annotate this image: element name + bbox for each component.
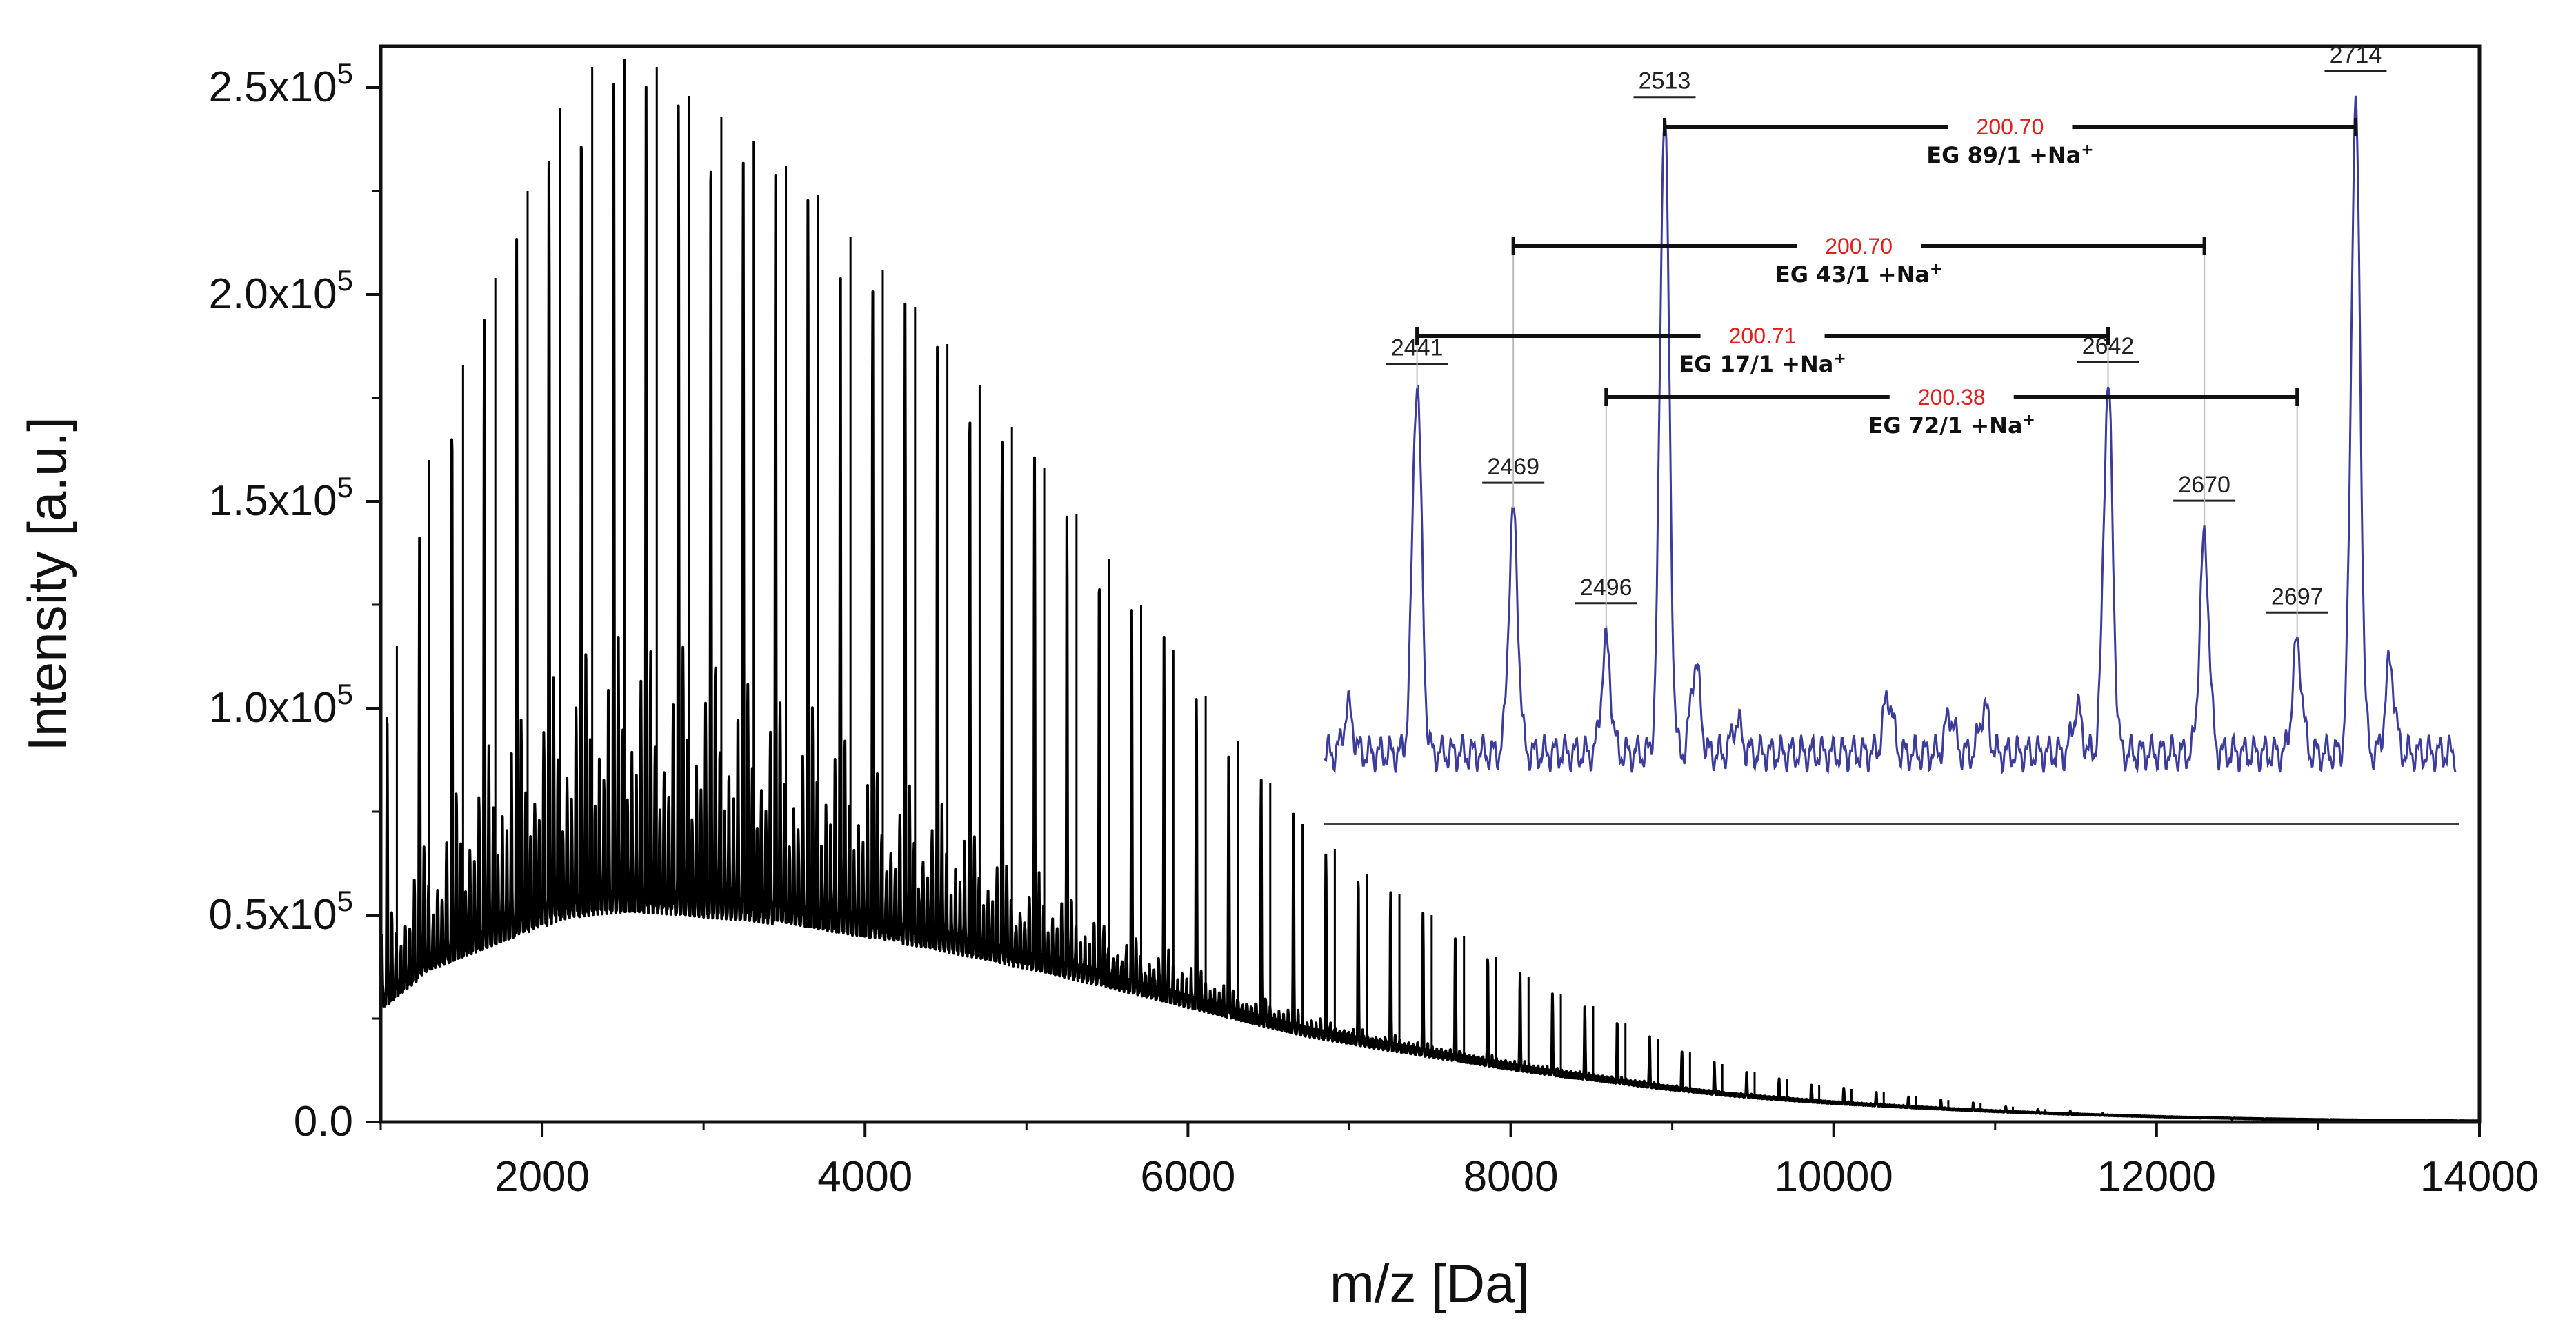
plot-frame bbox=[379, 44, 2482, 1124]
x-tick-label: 12000 bbox=[2097, 1153, 2216, 1201]
y-tick-label: 1.0x105 bbox=[208, 678, 353, 732]
y-tick-label: 2.5x105 bbox=[208, 57, 353, 111]
y-axis-title: Intensity [a.u.] bbox=[17, 417, 77, 752]
assignment-mass-diff: 200.38 bbox=[1918, 385, 1986, 410]
assignment-series-label: EG 43/1 +Na+ bbox=[1775, 261, 1943, 288]
x-axis: 2000 4000 6000 8000 10000 12000 14000 bbox=[379, 1122, 2539, 1201]
main-spectrum bbox=[379, 59, 2481, 1123]
y-tick-label: 2.0x105 bbox=[208, 264, 353, 318]
assignment-series-label: EG 89/1 +Na+ bbox=[1926, 141, 2094, 168]
y-tick-label: 0.5x105 bbox=[208, 885, 353, 939]
inset-trace bbox=[1323, 95, 2457, 775]
inset-peak-label: 2714 bbox=[2330, 42, 2382, 68]
assignment-series-label: EG 17/1 +Na+ bbox=[1679, 350, 1846, 377]
inset-peak-label: 2513 bbox=[1639, 68, 1691, 94]
x-tick-label: 14000 bbox=[2420, 1153, 2539, 1201]
x-tick-label: 2000 bbox=[495, 1153, 590, 1201]
x-axis-title: m/z [Da] bbox=[1330, 1253, 1530, 1314]
inset-zoom: 24412469249625132642267026972714200.70EG… bbox=[1323, 42, 2459, 825]
assignment-mass-diff: 200.70 bbox=[1977, 114, 2044, 139]
y-axis: 0.0 0.5x105 1.0x105 1.5x105 2.0x105 2.5x105 bbox=[208, 57, 381, 1145]
x-tick-label: 4000 bbox=[817, 1153, 912, 1201]
x-tick-label: 6000 bbox=[1140, 1153, 1235, 1201]
assignment-mass-diff: 200.70 bbox=[1825, 234, 1893, 259]
assignment-series-label: EG 72/1 +Na+ bbox=[1868, 412, 2035, 439]
spectrum-trace bbox=[379, 83, 2481, 1123]
y-tick-label: 1.5x105 bbox=[208, 471, 353, 525]
assignment-mass-diff: 200.71 bbox=[1729, 323, 1797, 348]
x-tick-label: 10000 bbox=[1774, 1153, 1893, 1201]
x-tick-label: 8000 bbox=[1464, 1153, 1559, 1201]
y-tick-label: 0.0 bbox=[294, 1098, 353, 1145]
